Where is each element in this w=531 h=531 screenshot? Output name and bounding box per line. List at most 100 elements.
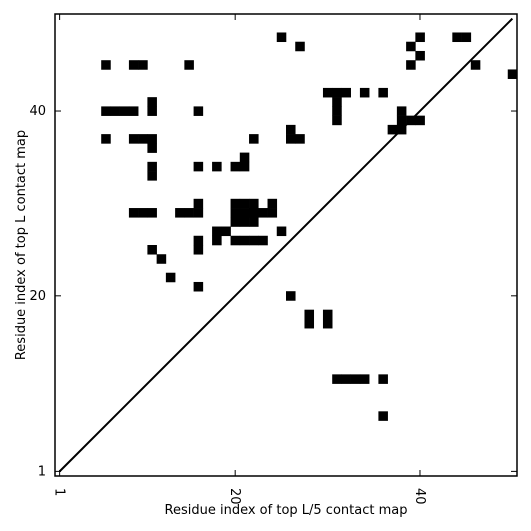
contact-cell-top-l5 [332,97,342,107]
diagonal-line [58,17,514,473]
y-tick-label: 1 [38,464,46,479]
plot-frame [54,13,518,477]
contact-cell-top-l [165,272,176,283]
contact-cell-top-l [128,134,139,144]
contact-cell-top-l5 [507,69,518,79]
contact-cell-top-l [230,208,241,218]
contact-cell-top-l5 [332,87,342,98]
contact-cell-top-l [258,235,268,246]
contact-cell-top-l5 [406,60,416,70]
contact-cell-top-l [396,106,407,116]
contact-cell-top-l [193,245,204,255]
contact-cell-top-l5 [239,152,250,163]
contact-cell-top-l [322,318,333,329]
contact-cell-top-l [184,60,194,70]
contact-cell-top-l [147,143,157,153]
contact-cell-top-l5 [286,124,296,135]
contact-cell-top-l [249,208,259,218]
y-tick-label: 40 [29,104,46,119]
contact-cell-top-l [304,318,315,329]
contact-cells [101,32,518,421]
contact-cell-top-l [341,374,351,384]
contact-cell-top-l5 [286,134,296,144]
contact-cell-top-l [286,291,296,301]
contact-cell-top-l [212,161,222,172]
contact-cell-top-l [138,134,148,144]
contact-cell-top-l [147,245,157,255]
contact-cell-top-l [147,97,157,107]
contact-cell-top-l [193,208,204,218]
x-tick-label: 1 [52,488,67,496]
x-tick-label: 40 [412,488,427,505]
contact-cell-top-l [239,161,250,172]
contact-cell-top-l [267,198,278,209]
contact-cell-top-l5 [295,41,305,52]
contact-cell-top-l5 [406,41,416,52]
y-axis-label: Residue index of top L contact map [14,130,29,360]
contact-cell-top-l5 [249,217,259,227]
contact-cell-top-l [193,198,204,209]
contact-cell-top-l [193,161,204,172]
contact-cell-top-l [156,254,167,264]
contact-cell-top-l [212,235,222,246]
contact-cell-top-l5 [452,32,462,43]
contact-cell-top-l [378,411,388,421]
contact-cell-top-l [101,106,111,116]
contact-cell-top-l5 [295,134,305,144]
contact-cell-top-l5 [332,115,342,126]
contact-cell-top-l [119,106,130,116]
x-axis-label: Residue index of top L/5 contact map [165,503,408,518]
contact-cell-top-l [147,106,157,116]
contact-cell-top-l [304,309,315,320]
contact-cell-top-l [230,198,241,209]
contact-cell-top-l [239,235,250,246]
contact-cell-top-l [110,106,120,116]
contact-cell-top-l [138,60,148,70]
contact-cell-top-l [230,235,241,246]
contact-cell-top-l [387,124,398,135]
contact-cell-top-l5 [341,87,351,98]
axis-ticks: 1 20 40 1 20 40 [29,14,517,505]
contact-cell-top-l [415,115,425,126]
contact-cell-top-l [230,161,241,172]
contact-cell-top-l [378,374,388,384]
contact-cell-top-l [128,60,139,70]
contact-cell-top-l5 [239,217,250,227]
contact-cell-top-l [267,208,278,218]
contact-cell-top-l5 [415,50,425,61]
contact-cell-top-l [322,309,333,320]
contact-cell-top-l [101,60,111,70]
contact-cell-top-l [396,115,407,126]
contact-cell-top-l [175,208,185,218]
contact-cell-top-l [332,374,342,384]
contact-cell-top-l [350,374,361,384]
contact-cell-top-l [193,281,204,292]
contact-cell-top-l5 [378,87,388,98]
contact-cell-top-l [239,198,250,209]
contact-cell-top-l5 [322,87,333,98]
contact-cell-top-l [101,134,111,144]
contact-cell-top-l5 [212,226,222,237]
contact-cell-top-l [239,208,250,218]
contact-cell-top-l [193,235,204,246]
contact-cell-top-l5 [359,87,370,98]
contact-cell-top-l5 [221,226,231,237]
contact-cell-top-l [147,161,157,172]
contact-cell-top-l5 [415,32,425,43]
contact-cell-top-l5 [276,32,287,43]
contact-cell-top-l [249,235,259,246]
contact-cell-top-l [147,134,157,144]
contact-cell-top-l [193,106,204,116]
y-tick-label: 20 [29,289,46,304]
contact-cell-top-l [359,374,370,384]
contact-cell-top-l [276,226,287,237]
contact-cell-top-l5 [332,106,342,116]
contact-cell-top-l5 [249,134,259,144]
contact-cell-top-l [249,198,259,209]
contact-cell-top-l [128,208,139,218]
contact-cell-top-l5 [461,32,472,43]
contact-cell-top-l [128,106,139,116]
x-tick-label: 20 [227,488,242,505]
contact-cell-top-l [138,208,148,218]
